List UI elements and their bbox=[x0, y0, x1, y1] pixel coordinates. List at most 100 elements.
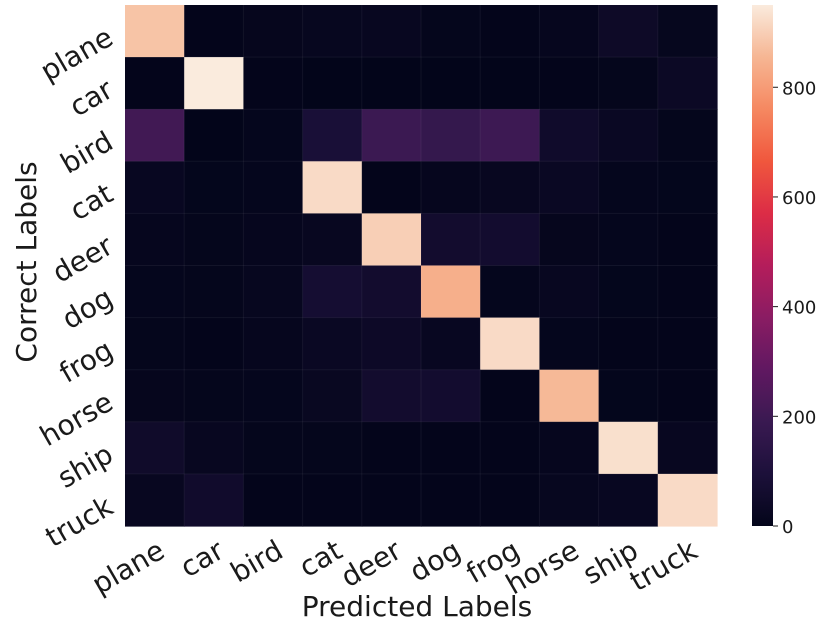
y-axis-title: Correct Labels bbox=[10, 161, 43, 362]
heatmap-cell-dog-truck bbox=[657, 265, 718, 319]
heatmap-cell-car-deer bbox=[361, 57, 422, 110]
heatmap-cell-truck-car bbox=[184, 473, 244, 527]
heatmap-cell-cat-plane bbox=[125, 161, 185, 214]
x-tick-label-cat: cat bbox=[294, 533, 348, 583]
heatmap-cell-truck-bird bbox=[243, 473, 304, 527]
heatmap-cell-truck-frog bbox=[480, 473, 540, 527]
x-tick-label-plane: plane bbox=[86, 533, 170, 600]
heatmap-cell-truck-horse bbox=[539, 473, 600, 527]
heatmap-cell-dog-ship bbox=[598, 265, 659, 319]
heatmap-cell-ship-horse bbox=[539, 421, 600, 475]
heatmap-cell-deer-horse bbox=[539, 213, 600, 267]
heatmap-cell-plane-deer bbox=[361, 5, 422, 58]
heatmap-cell-bird-car bbox=[184, 109, 244, 162]
colorbar-tick-label: 0 bbox=[782, 517, 793, 538]
heatmap-cell-deer-truck bbox=[657, 213, 718, 267]
heatmap-cell-plane-plane bbox=[125, 5, 185, 58]
x-tick-label-deer: deer bbox=[335, 533, 407, 594]
x-tick-label-truck: truck bbox=[624, 533, 703, 598]
heatmap-cell-frog-truck bbox=[657, 317, 718, 371]
heatmap-cell-ship-frog bbox=[480, 421, 540, 475]
heatmap-cell-horse-bird bbox=[243, 369, 304, 423]
heatmap-cell-deer-deer bbox=[361, 213, 422, 267]
heatmap-cell-cat-cat bbox=[302, 161, 363, 214]
heatmap-cell-bird-frog bbox=[480, 109, 540, 162]
heatmap-cell-bird-cat bbox=[302, 109, 363, 162]
colorbar bbox=[752, 5, 773, 526]
heatmap-cell-horse-horse bbox=[539, 369, 600, 423]
colorbar-ticks: 0 200 400 600 800 bbox=[773, 78, 816, 538]
heatmap-cell-horse-cat bbox=[302, 369, 363, 423]
x-tick-label-car: car bbox=[175, 533, 230, 584]
heatmap-cell-car-frog bbox=[480, 57, 540, 110]
heatmap-cell-plane-truck bbox=[657, 5, 718, 58]
heatmap-cell-horse-plane bbox=[125, 369, 185, 423]
colorbar-tick-label: 800 bbox=[782, 78, 816, 99]
heatmap-cell-dog-plane bbox=[125, 265, 185, 319]
heatmap-cell-horse-dog bbox=[421, 369, 481, 423]
heatmap-cell-truck-dog bbox=[421, 473, 481, 527]
heatmap-cell-car-ship bbox=[598, 57, 659, 110]
y-tick-label-plane: plane bbox=[35, 21, 119, 88]
heatmap-cell-ship-truck bbox=[657, 421, 718, 475]
heatmap-cell-horse-deer bbox=[361, 369, 422, 423]
heatmap-cell-deer-car bbox=[184, 213, 244, 267]
heatmap-cell-plane-dog bbox=[421, 5, 481, 58]
heatmap-cell-ship-deer bbox=[361, 421, 422, 475]
x-axis-title: Predicted Labels bbox=[302, 590, 532, 623]
heatmap-cell-cat-frog bbox=[480, 161, 540, 214]
heatmap-cell-ship-bird bbox=[243, 421, 304, 475]
heatmap-cell-deer-dog bbox=[421, 213, 481, 267]
y-tick-label-dog: dog bbox=[56, 281, 118, 336]
heatmap-cell-bird-bird bbox=[243, 109, 304, 162]
y-tick-label-horse: horse bbox=[34, 385, 118, 453]
heatmap-cell-frog-car bbox=[184, 317, 244, 371]
heatmap-cell-frog-ship bbox=[598, 317, 659, 371]
heatmap-cell-horse-ship bbox=[598, 369, 659, 423]
heatmap-cell-ship-ship bbox=[598, 421, 659, 475]
heatmap-cell-ship-plane bbox=[125, 421, 185, 475]
y-tick-label-frog: frog bbox=[54, 333, 119, 389]
heatmap-cell-ship-dog bbox=[421, 421, 481, 475]
heatmap-cell-dog-bird bbox=[243, 265, 304, 319]
heatmap-cell-cat-dog bbox=[421, 161, 481, 214]
heatmap-cell-truck-cat bbox=[302, 473, 363, 527]
heatmap-cell-cat-horse bbox=[539, 161, 600, 214]
heatmap-cell-plane-bird bbox=[243, 5, 304, 58]
heatmap-cell-bird-dog bbox=[421, 109, 481, 162]
heatmap-cell-car-car bbox=[184, 57, 244, 110]
heatmap-cell-ship-car bbox=[184, 421, 244, 475]
heatmap-cell-car-bird bbox=[243, 57, 304, 110]
heatmap-cell-cat-bird bbox=[243, 161, 304, 214]
heatmap-cell-truck-ship bbox=[598, 473, 659, 527]
colorbar-tick-label: 400 bbox=[782, 298, 816, 319]
heatmap-cells bbox=[125, 5, 718, 527]
heatmap-cell-cat-ship bbox=[598, 161, 659, 214]
heatmap-cell-car-dog bbox=[421, 57, 481, 110]
y-tick-label-cat: cat bbox=[64, 177, 118, 227]
heatmap-cell-truck-deer bbox=[361, 473, 422, 527]
heatmap-cell-plane-frog bbox=[480, 5, 540, 58]
y-tick-label-car: car bbox=[64, 72, 119, 123]
heatmap-cell-truck-plane bbox=[125, 473, 185, 527]
heatmap-cell-plane-ship bbox=[598, 5, 659, 58]
heatmap-cell-dog-cat bbox=[302, 265, 363, 319]
heatmap-cell-plane-cat bbox=[302, 5, 363, 58]
heatmap-cell-deer-frog bbox=[480, 213, 540, 267]
heatmap-cell-dog-deer bbox=[361, 265, 422, 319]
heatmap-cell-car-horse bbox=[539, 57, 600, 110]
colorbar-tick-label: 200 bbox=[782, 407, 816, 428]
heatmap-cell-deer-bird bbox=[243, 213, 304, 267]
heatmap-cell-frog-bird bbox=[243, 317, 304, 371]
y-tick-label-bird: bird bbox=[55, 125, 119, 181]
y-tick-label-truck: truck bbox=[40, 489, 119, 554]
heatmap-cell-plane-car bbox=[184, 5, 244, 58]
x-tick-label-bird: bird bbox=[225, 533, 289, 589]
y-tick-label-deer: deer bbox=[47, 229, 119, 290]
heatmap-cell-car-cat bbox=[302, 57, 363, 110]
heatmap-cell-horse-truck bbox=[657, 369, 718, 423]
colorbar-tick-label: 600 bbox=[782, 188, 816, 209]
heatmap-cell-truck-truck bbox=[657, 473, 718, 527]
